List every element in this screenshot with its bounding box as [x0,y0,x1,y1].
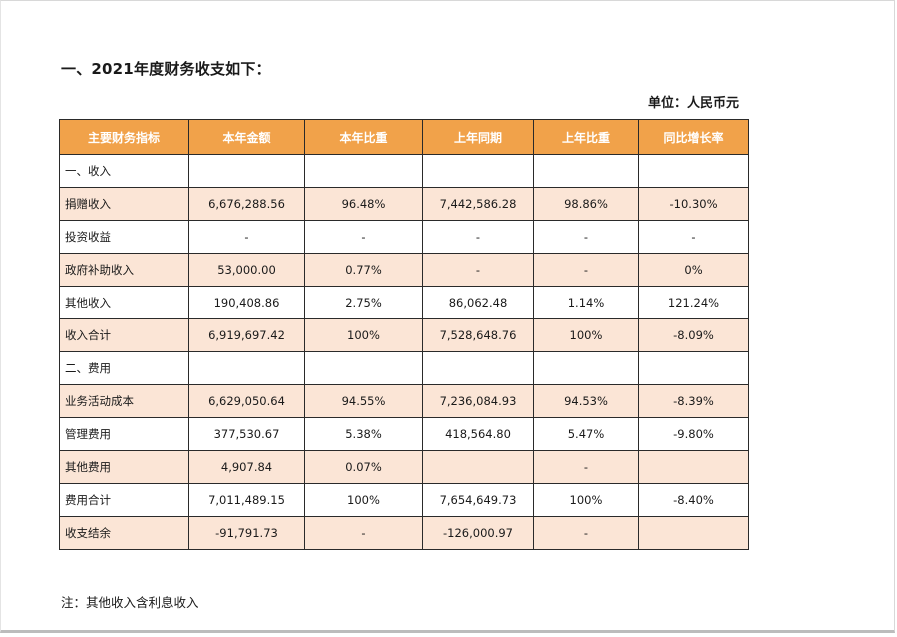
prior-share-cell: - [533,219,639,254]
table-row: 收支结余 -91,791.73- -126,000.97- [59,515,749,550]
current-share-cell: 0.07% [304,450,423,484]
row-label: 一、收入 [59,154,189,188]
yoy-growth-cell: -9.80% [638,417,749,452]
yoy-growth-cell: 121.24% [638,285,749,320]
current-share-cell: 100% [304,482,423,517]
table-row: 二、费用 [59,351,749,386]
table-row: 其他收入 190,408.86 2.75% 86,062.48 1.14% 121.24% [59,285,749,320]
header-yoy-growth: 同比增长率 [638,119,749,155]
row-label: 收入合计 [59,318,189,353]
prior-share-cell: 5.47% [533,417,639,452]
yoy-growth-cell: -10.30% [638,186,749,221]
prior-amount-cell: 7,528,648.76 [422,318,534,353]
current-share-cell: - [304,515,423,550]
prior-share-cell: - [533,450,639,484]
prior-amount-cell: - [422,219,534,254]
yoy-growth-cell [638,515,749,550]
prior-amount-cell: -126,000.97 [422,515,534,550]
prior-share-cell: - [533,252,639,287]
currency-unit-label: 单位：人民币元 [647,96,739,111]
row-label: 二、费用 [59,351,189,386]
current-share-cell [304,154,423,188]
current-amount-cell: 6,676,288.56 [188,186,305,221]
table-body: 一、收入 捐赠收入 6,676,288.56 96.48% 7,442,586.28 98… [59,154,749,550]
prior-amount-cell: 7,236,084.93 [422,384,534,419]
table-row: 政府补助收入 53,000.00 0.77% - -0% [59,252,749,287]
prior-amount-cell: - [422,252,534,287]
prior-amount-cell: 7,654,649.73 [422,482,534,517]
yoy-growth-cell: 0% [638,252,749,287]
row-label: 业务活动成本 [59,384,189,419]
prior-share-cell: 98.86% [533,186,639,221]
prior-share-cell [533,154,639,188]
yoy-growth-cell [638,450,749,484]
prior-share-cell: - [533,515,639,550]
yoy-growth-cell [638,154,749,188]
current-share-cell: 94.55% [304,384,423,419]
current-share-cell: 2.75% [304,285,423,320]
current-share-cell: 96.48% [304,186,423,221]
header-current-share: 本年比重 [304,119,423,155]
table-row: 业务活动成本 6,629,050.64 94.55% 7,236,084.93 94.5… [59,384,749,419]
current-share-cell: 5.38% [304,417,423,452]
table-row: 其他费用 4,907.84 0.07% - [59,450,749,484]
row-label: 其他费用 [59,450,189,484]
row-label: 费用合计 [59,482,189,517]
current-amount-cell: 6,629,050.64 [188,384,305,419]
table-row: 一、收入 [59,154,749,188]
prior-amount-cell: 86,062.48 [422,285,534,320]
row-label: 政府补助收入 [59,252,189,287]
current-amount-cell: 6,919,697.42 [188,318,305,353]
header-indicator: 主要财务指标 [59,119,189,155]
table-row: 收入合计 6,919,697.42 100% 7,528,648.76 100% -8.0… [59,318,749,353]
header-current-amount: 本年金额 [188,119,305,155]
yoy-growth-cell: -8.09% [638,318,749,353]
header-prior-share: 上年比重 [533,119,639,155]
table-header: 主要财务指标 本年金额 本年比重 上年同期 上年比重 同比增长率 [59,119,749,155]
current-amount-cell: - [188,219,305,254]
header-prior-amount: 上年同期 [422,119,534,155]
prior-amount-cell [422,154,534,188]
current-amount-cell: 377,530.67 [188,417,305,452]
prior-share-cell: 1.14% [533,285,639,320]
section-heading: 一、2021年度财务收支如下： [61,60,271,78]
row-label: 管理费用 [59,417,189,452]
yoy-growth-cell [638,351,749,386]
current-amount-cell [188,154,305,188]
row-label: 收支结余 [59,515,189,550]
current-amount-cell: 190,408.86 [188,285,305,320]
current-share-cell: 0.77% [304,252,423,287]
current-amount-cell: -91,791.73 [188,515,305,550]
prior-share-cell: 94.53% [533,384,639,419]
table-row: 管理费用 377,530.67 5.38% 418,564.80 5.47% -9.80% [59,417,749,452]
prior-amount-cell: 418,564.80 [422,417,534,452]
current-amount-cell: 4,907.84 [188,450,305,484]
yoy-growth-cell: - [638,219,749,254]
footnote: 注：其他收入含利息收入 [61,595,199,610]
current-amount-cell: 53,000.00 [188,252,305,287]
row-label: 投资收益 [59,219,189,254]
row-label: 其他收入 [59,285,189,320]
yoy-growth-cell: -8.39% [638,384,749,419]
yoy-growth-cell: -8.40% [638,482,749,517]
current-share-cell [304,351,423,386]
header-row: 主要财务指标 本年金额 本年比重 上年同期 上年比重 同比增长率 [59,119,749,155]
prior-amount-cell [422,351,534,386]
prior-share-cell [533,351,639,386]
prior-amount-cell [422,450,534,484]
current-share-cell: 100% [304,318,423,353]
table-row: 费用合计 7,011,489.15 100% 7,654,649.73 100% -8.4… [59,482,749,517]
table-row: 投资收益 - - - - - [59,219,749,254]
financial-summary-table: 主要财务指标 本年金额 本年比重 上年同期 上年比重 同比增长率 一、收入 捐赠收… [59,119,749,550]
prior-amount-cell: 7,442,586.28 [422,186,534,221]
current-amount-cell: 7,011,489.15 [188,482,305,517]
prior-share-cell: 100% [533,482,639,517]
current-share-cell: - [304,219,423,254]
current-amount-cell [188,351,305,386]
row-label: 捐赠收入 [59,186,189,221]
prior-share-cell: 100% [533,318,639,353]
table-row: 捐赠收入 6,676,288.56 96.48% 7,442,586.28 98.86%… [59,186,749,221]
